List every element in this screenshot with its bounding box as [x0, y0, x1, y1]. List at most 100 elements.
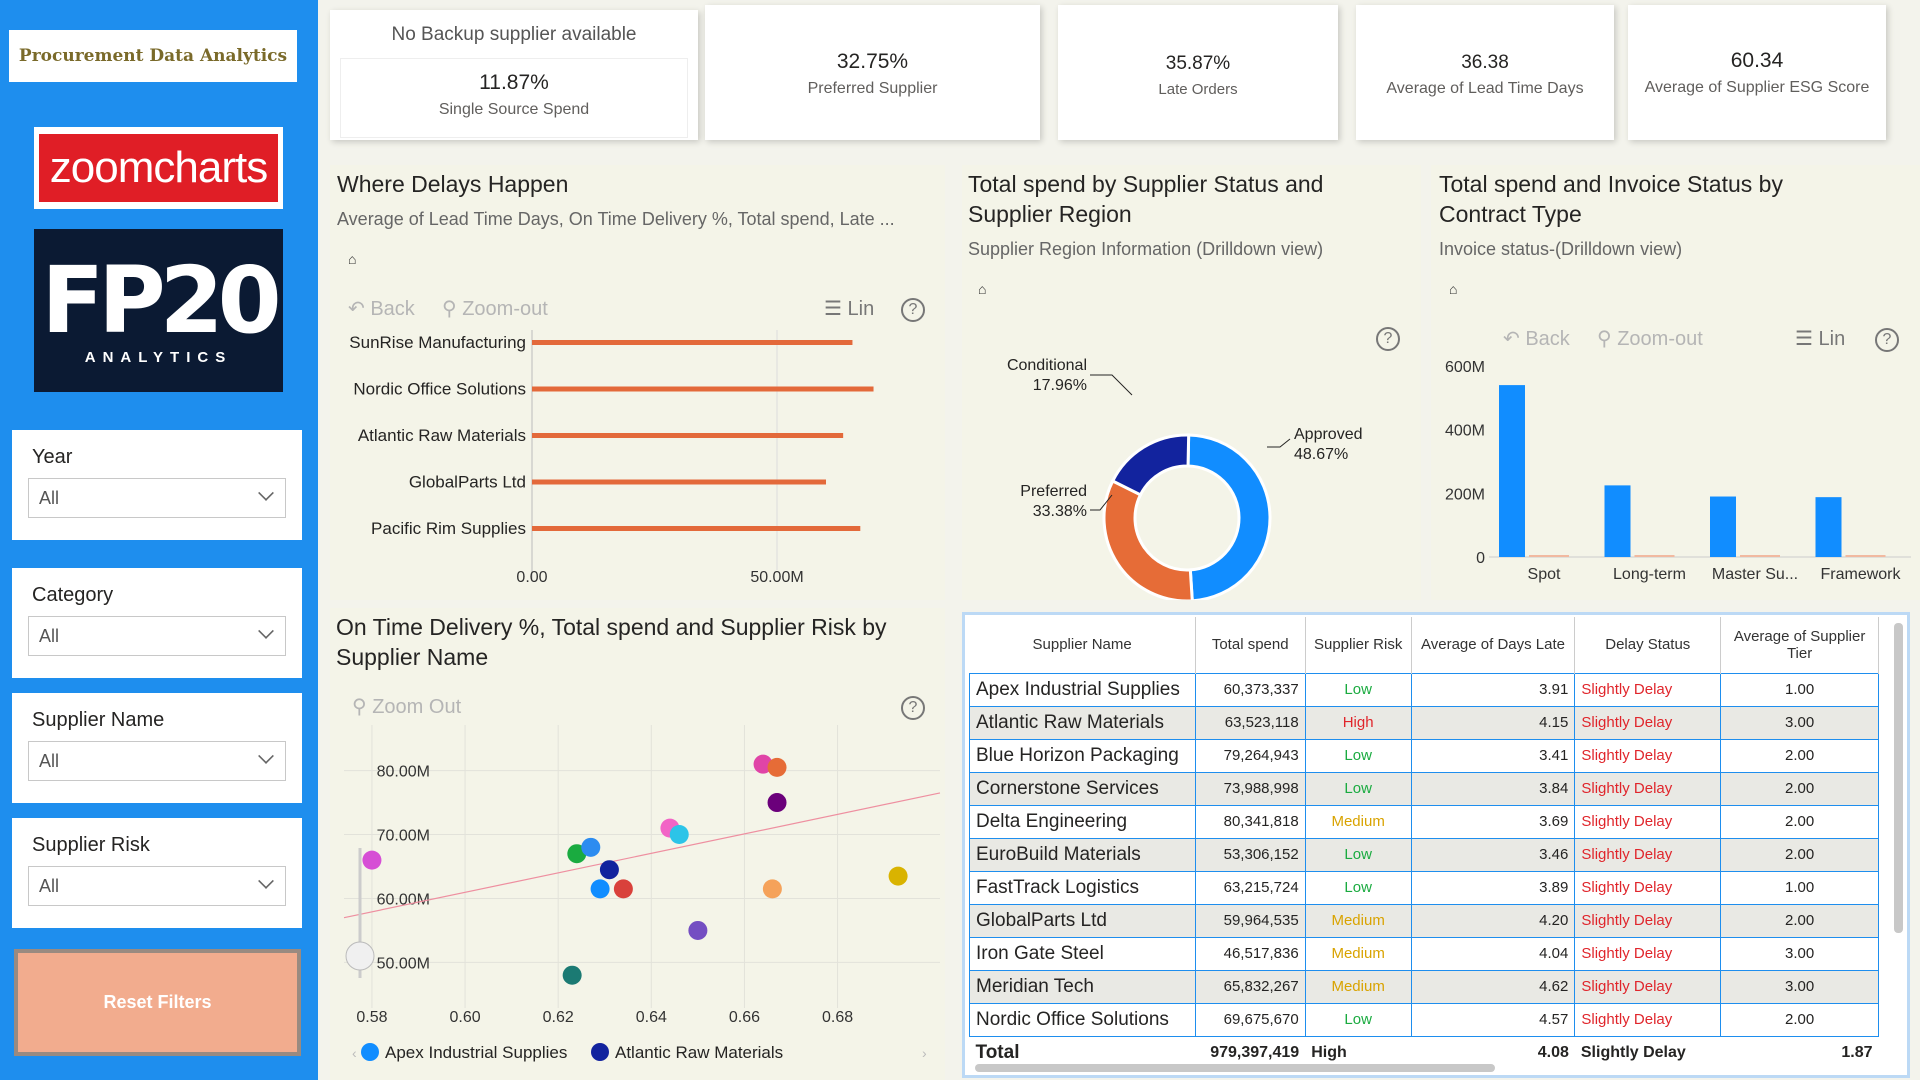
y-tick-label: 60.00M	[377, 891, 430, 908]
zoom-out-icon: ⚲	[1597, 328, 1612, 350]
bar	[1499, 385, 1525, 557]
legend-label: Atlantic Raw Materials	[615, 1043, 783, 1062]
slice-name-label: Conditional	[1007, 357, 1087, 374]
reset-filters-button[interactable]: Reset Filters	[14, 949, 301, 1056]
linear-scale-button[interactable]: ☰ Lin	[824, 298, 875, 320]
zoom-out-button[interactable]: ⚲ Zoom-out	[442, 298, 548, 320]
delays-title: Where Delays Happen	[337, 171, 569, 197]
table-total-row: Total 979,397,419 High 4.08 Slightly Delay 1.…	[970, 1036, 1879, 1069]
help-icon[interactable]: ?	[1875, 328, 1899, 352]
supplier-risk-slicer-label: Supplier Risk	[32, 834, 150, 856]
table-cell: 3.41	[1410, 738, 1576, 773]
supplier-name-dropdown[interactable]: All	[28, 741, 286, 781]
delays-panel: Where Delays Happen Average of Lead Time…	[330, 165, 945, 600]
table-row[interactable]: Cornerstone Services 73,988,998 Low 3.84 Sli…	[969, 771, 1879, 806]
table-cell: Low	[1304, 771, 1412, 806]
lead-label: Average of Lead Time Days	[1386, 80, 1584, 97]
zoom-out-button[interactable]: ⚲ Zoom-out	[1597, 328, 1703, 350]
home-icon[interactable]: ⌂	[348, 251, 357, 267]
help-icon[interactable]: ?	[901, 696, 925, 720]
table-row[interactable]: Atlantic Raw Materials 63,523,118 High 4.15…	[969, 705, 1879, 740]
status-panel: Total spend by Supplier Status and Suppl…	[962, 165, 1421, 600]
contract-panel: Total spend and Invoice Status by Contra…	[1431, 165, 1920, 600]
scatter-title-line2: Supplier Name	[336, 644, 489, 670]
table-cell: 80,341,818	[1194, 804, 1306, 839]
help-icon[interactable]: ?	[901, 298, 925, 322]
column-header[interactable]: Average of Days Late	[1411, 617, 1576, 673]
x-tick-label: 0.58	[356, 1009, 387, 1026]
horizontal-scrollbar[interactable]	[975, 1064, 1495, 1072]
table-cell: Medium	[1304, 804, 1412, 839]
column-header[interactable]: Supplier Risk	[1305, 617, 1412, 673]
column-header[interactable]: Total spend	[1195, 617, 1306, 673]
table-row[interactable]: Nordic Office Solutions 69,675,670 Low 4.57…	[969, 1002, 1879, 1037]
leader-line	[1090, 494, 1113, 511]
legend-marker	[591, 1043, 609, 1061]
trend-line	[343, 792, 941, 919]
home-icon[interactable]: ⌂	[978, 281, 987, 297]
chevron-down-icon	[258, 623, 274, 639]
table-cell: 4.62	[1410, 969, 1576, 1004]
year-dropdown[interactable]: All	[28, 478, 286, 518]
y-tick-label: 400M	[1445, 423, 1485, 440]
category-dropdown[interactable]: All	[28, 616, 286, 656]
kpi-preferred-supplier: 32.75% Preferred Supplier	[705, 5, 1040, 140]
x-tick-label: Spot	[1528, 566, 1561, 583]
contract-subtitle: Invoice status-(Drilldown view)	[1439, 239, 1683, 259]
slice-name-label: Preferred	[1020, 483, 1087, 500]
scatter-point	[362, 850, 382, 870]
table-cell: 3.00	[1720, 936, 1879, 971]
supplier-risk-dropdown[interactable]: All	[28, 866, 286, 906]
scatter-point	[762, 879, 782, 899]
table-row[interactable]: GlobalParts Ltd 59,964,535 Medium 4.20 Sligh…	[969, 903, 1879, 938]
zoom-out-button[interactable]: ⚲ Zoom Out	[352, 696, 462, 718]
table-row[interactable]: Meridian Tech 65,832,267 Medium 4.62 Slightl…	[969, 969, 1879, 1004]
table-cell: 4.04	[1410, 936, 1576, 971]
table-cell: 2.00	[1720, 1002, 1879, 1037]
table-row[interactable]: Delta Engineering 80,341,818 Medium 3.69 Sli…	[969, 804, 1879, 839]
column-header[interactable]: Average of Supplier Tier	[1720, 617, 1879, 673]
late-value: 35.87%	[1165, 53, 1231, 74]
vertical-scrollbar[interactable]	[1894, 623, 1903, 933]
table-cell: Nordic Office Solutions	[969, 1002, 1196, 1037]
back-button[interactable]: ↶ Back	[1503, 328, 1570, 350]
chevron-down-icon	[258, 485, 274, 501]
total-cell: Total	[975, 1041, 1020, 1063]
zoom-out-icon: ⚲	[442, 298, 457, 320]
table-cell: 60,373,337	[1194, 672, 1306, 707]
column-header[interactable]: Delay Status	[1574, 617, 1722, 673]
legend-label: Apex Industrial Supplies	[385, 1043, 567, 1062]
bar-category-label: GlobalParts Ltd	[409, 473, 526, 492]
scatter-point	[888, 866, 908, 886]
column-header[interactable]: Supplier Name	[969, 617, 1196, 673]
list-icon: ☰	[824, 298, 842, 320]
kpi-esg-score: 60.34 Average of Supplier ESG Score	[1628, 5, 1886, 140]
x-tick-label: Framework	[1820, 566, 1901, 583]
home-icon[interactable]: ⌂	[1449, 281, 1458, 297]
kpi-lead-time: 36.38 Average of Lead Time Days	[1356, 5, 1614, 140]
table-cell: 2.00	[1720, 804, 1879, 839]
scatter-point	[581, 837, 601, 857]
table-row[interactable]: Apex Industrial Supplies 60,373,337 Low 3.9…	[969, 672, 1879, 707]
table-cell: 2.00	[1720, 837, 1879, 872]
y-tick-label: 50.00M	[377, 955, 430, 972]
back-button[interactable]: ↶ Back	[348, 298, 415, 320]
table-row[interactable]: FastTrack Logistics 63,215,724 Low 3.89 Slig…	[969, 870, 1879, 905]
table-row[interactable]: EuroBuild Materials 53,306,152 Low 3.46 Slig…	[969, 837, 1879, 872]
app-title: Procurement Data Analytics	[9, 30, 297, 82]
help-icon[interactable]: ?	[1376, 327, 1400, 351]
x-tick-label: 0.60	[449, 1009, 480, 1026]
table-cell: High	[1304, 705, 1412, 740]
year-slicer-label: Year	[32, 446, 73, 468]
table-cell: Low	[1304, 672, 1412, 707]
scatter-point	[767, 757, 787, 777]
linear-scale-button[interactable]: ☰ Lin	[1795, 328, 1846, 350]
table-row[interactable]: Iron Gate Steel 46,517,836 Medium 4.04 Sligh…	[969, 936, 1879, 971]
table-cell: Slightly Delay	[1574, 903, 1722, 938]
scatter-point	[669, 825, 689, 845]
zoomcharts-logo: zoomcharts	[34, 127, 283, 209]
zoom-out-icon: ⚲	[352, 696, 367, 718]
table-row[interactable]: Blue Horizon Packaging 79,264,943 Low 3.41 S…	[969, 738, 1879, 773]
table-cell: 65,832,267	[1194, 969, 1306, 1004]
status-title-line2: Supplier Region	[968, 201, 1132, 227]
